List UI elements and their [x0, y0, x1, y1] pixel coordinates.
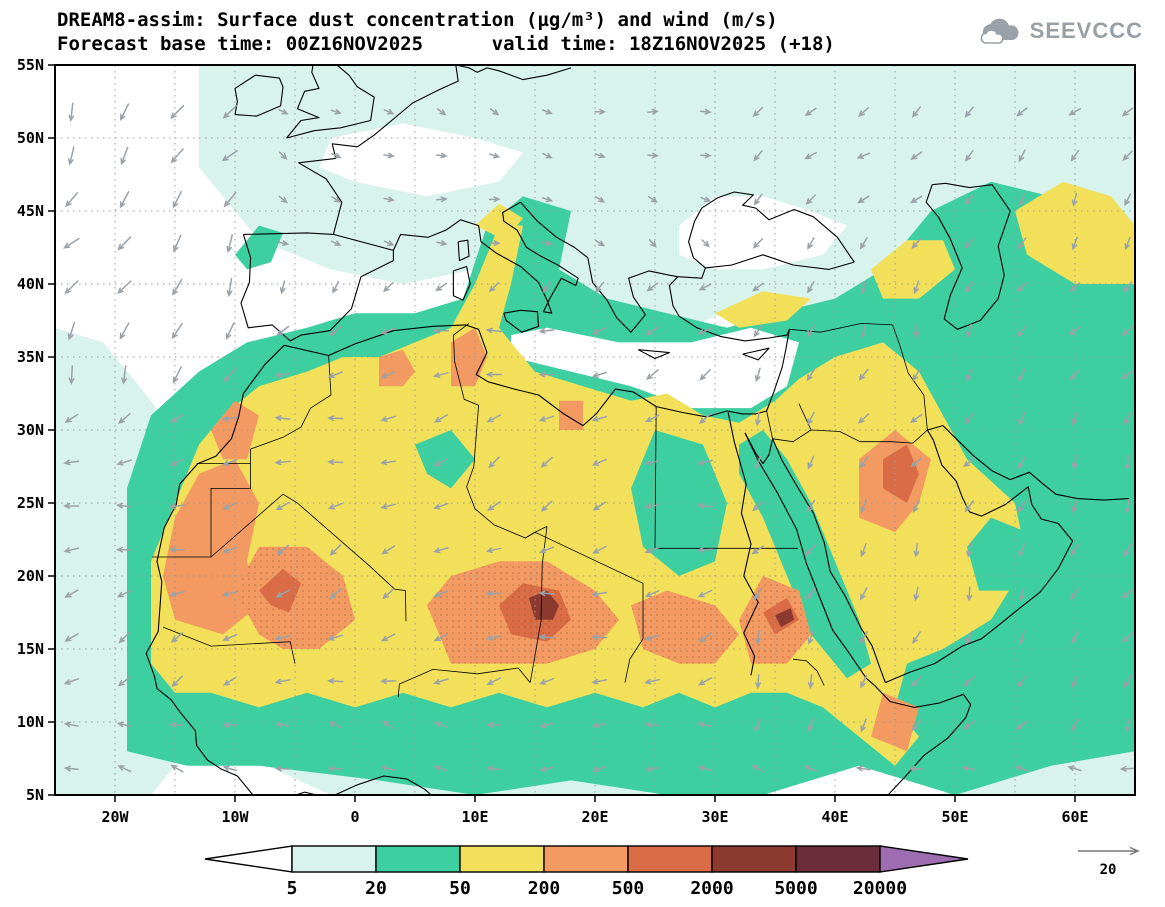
dust-region-libya-high-spot: [559, 400, 583, 430]
dust-region-anatolia-yellow: [715, 291, 811, 328]
colorbar-band: [291, 845, 377, 873]
colorbar-label: 200: [528, 878, 561, 899]
y-tick-label: 45N: [17, 202, 44, 220]
seevccc-logo: SEEVCCC: [977, 16, 1143, 46]
colorbar-band: [459, 845, 545, 873]
x-tick-label: 10W: [221, 808, 249, 826]
y-tick-label: 10N: [17, 713, 44, 731]
x-tick-label: 50E: [941, 808, 968, 826]
axes-layer: 20W 10W 0 10E 20E 30E 40E 50E 60E 55N 50N 45N 40N 35N…: [17, 56, 1089, 826]
y-tick-label: 20N: [17, 567, 44, 585]
colorbar-label: 20000: [853, 878, 907, 899]
colorbar-label: 2000: [690, 878, 733, 899]
dust-region-east-med-clear: [511, 327, 799, 409]
colorbar-band: [711, 845, 797, 873]
wind-reference: 20: [1078, 846, 1140, 878]
x-tick-label: 10E: [461, 808, 488, 826]
x-tick-label: 30E: [701, 808, 728, 826]
colorbar-label: 20: [365, 878, 387, 899]
chart-title: DREAM8-assim: Surface dust concentration…: [57, 9, 778, 31]
x-tick-label: 0: [350, 808, 359, 826]
y-tick-label: 40N: [17, 275, 44, 293]
colorbar-label: 5: [287, 878, 298, 899]
map-inner: [55, 65, 1135, 795]
dust-region-atlas-high: [379, 349, 415, 387]
colorbar-band: [375, 845, 461, 873]
colorbar-band: [627, 845, 713, 873]
wind-reference-value: 20: [1100, 862, 1117, 878]
dust-region-black-sea-clear: [679, 196, 847, 270]
dust-region-caucasus-yellow: [871, 240, 955, 299]
y-tick-label: 35N: [17, 348, 44, 366]
x-tick-label: 20E: [581, 808, 608, 826]
colorbar-label: 5000: [774, 878, 817, 899]
colorbar-band: [795, 845, 881, 873]
dust-region-central-asia-yellow: [1015, 181, 1135, 284]
dust-region-iberia-nw-mid: [235, 225, 283, 270]
dust-region-red-sea-mid: [739, 430, 871, 679]
dust-region-chad-extreme: [529, 590, 559, 620]
wind-reference-arrow: [1078, 846, 1140, 856]
dust-region-mali-core: [259, 568, 301, 613]
y-tick-label: 50N: [17, 129, 44, 147]
chart-header: DREAM8-assim: Surface dust concentration…: [57, 8, 835, 56]
dust-field-layer: [55, 65, 1135, 795]
wind-arrows-layer: [63, 102, 1135, 773]
colorbar-label: 50: [449, 878, 471, 899]
logo-text: SEEVCCC: [1029, 18, 1143, 43]
colorbar-band: [543, 845, 629, 873]
dust-region-sudan-extreme: [775, 608, 795, 628]
dust-region-saudi-core: [883, 444, 919, 503]
coastlines-layer: [145, 65, 1130, 795]
x-tick-label: 20W: [101, 808, 129, 826]
dust-region-oman-mid: [967, 517, 1027, 591]
colorbar: 5 20 50 200 500 2000 5000 20000: [204, 845, 969, 899]
dust-region-italy-yellow: [475, 203, 523, 241]
y-tick-label: 30N: [17, 421, 44, 439]
colorbar-below-arrow: [204, 845, 293, 873]
colorbar-label: 500: [612, 878, 645, 899]
x-tick-label: 60E: [1061, 808, 1088, 826]
colorbar-above-arrow: [879, 845, 969, 873]
y-tick-label: 55N: [17, 56, 44, 74]
dust-region-libya-mid-spot: [415, 430, 475, 489]
dust-region-central-europe-clear: [319, 123, 523, 197]
x-tick-label: 40E: [821, 808, 848, 826]
cloud-icon: [980, 18, 1019, 44]
y-tick-label: 15N: [17, 640, 44, 658]
y-tick-label: 5N: [26, 786, 44, 804]
y-tick-label: 25N: [17, 494, 44, 512]
chart-subtitle: Forecast base time: 00Z16NOV2025 valid t…: [57, 33, 835, 55]
